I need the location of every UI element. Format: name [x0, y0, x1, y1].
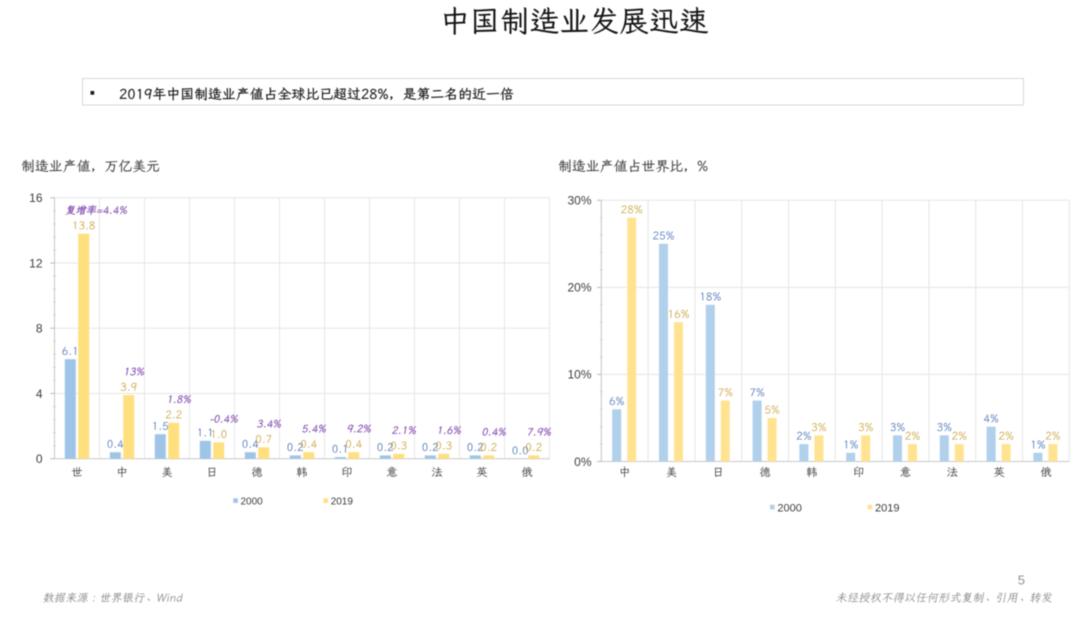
svg-text:2019: 2019: [331, 497, 354, 508]
svg-text:30%: 30%: [567, 194, 591, 208]
svg-text:16: 16: [29, 191, 43, 205]
svg-text:2019: 2019: [875, 503, 899, 515]
svg-text:2000: 2000: [777, 503, 801, 515]
svg-text:10%: 10%: [567, 368, 591, 382]
svg-text:4: 4: [36, 387, 43, 401]
svg-text:20%: 20%: [567, 281, 591, 295]
svg-text:12: 12: [29, 256, 43, 270]
svg-text:2000: 2000: [241, 497, 264, 508]
svg-text:8: 8: [36, 322, 43, 336]
svg-text:5: 5: [1018, 573, 1025, 588]
svg-text:0: 0: [36, 452, 43, 466]
svg-text:0%: 0%: [574, 455, 592, 469]
